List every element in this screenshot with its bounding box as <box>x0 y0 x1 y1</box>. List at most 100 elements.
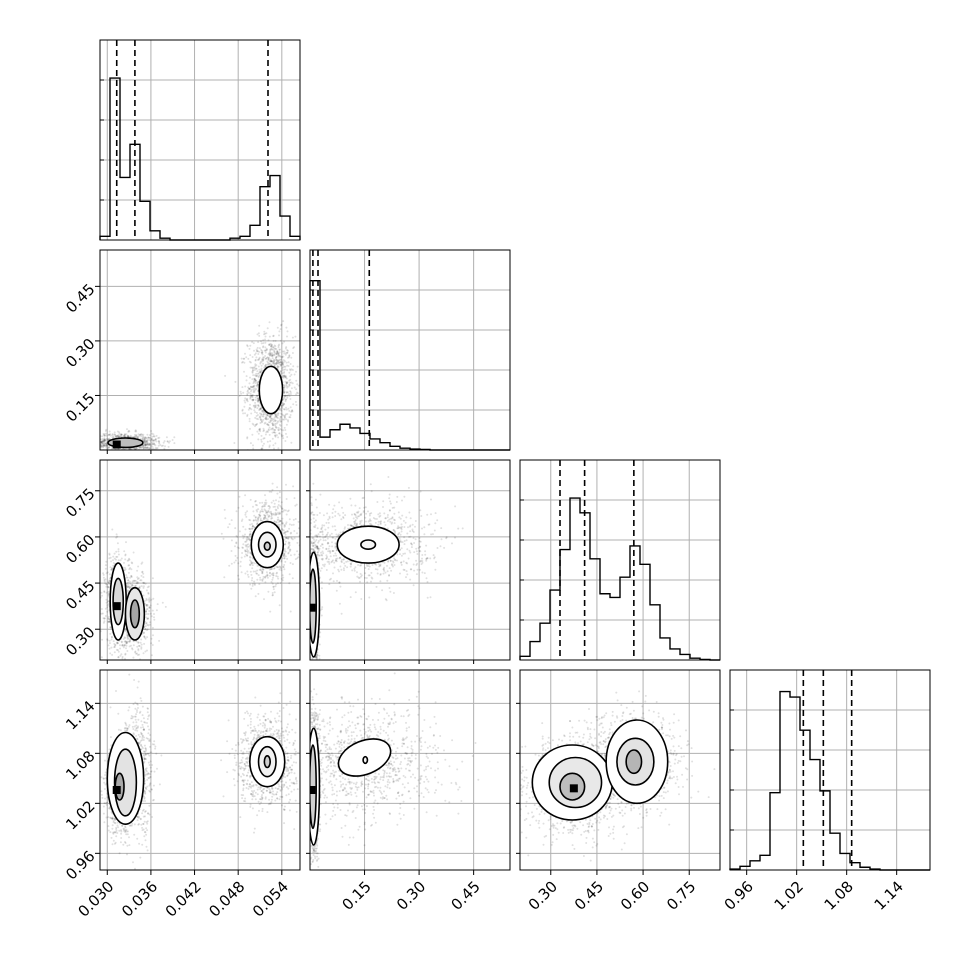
scatter-point <box>254 379 257 382</box>
scatter-point <box>246 394 249 396</box>
scatter-point <box>421 557 423 560</box>
scatter-point <box>257 399 260 402</box>
scatter-point <box>245 545 248 548</box>
scatter-point <box>244 572 247 575</box>
scatter-point <box>146 623 149 626</box>
scatter-point <box>277 518 280 521</box>
scatter-point <box>110 568 113 571</box>
scatter-point <box>144 436 147 439</box>
scatter-point <box>241 409 244 412</box>
scatter-point <box>126 576 129 579</box>
scatter-point <box>146 443 149 446</box>
scatter-point <box>269 353 272 356</box>
scatter-point <box>291 520 293 522</box>
scatter-point <box>257 518 260 521</box>
scatter-point <box>276 486 279 489</box>
scatter-point <box>260 364 263 367</box>
scatter-point <box>288 298 291 300</box>
scatter-point <box>119 647 122 650</box>
scatter-point <box>101 444 104 447</box>
scatter-point <box>271 355 274 358</box>
scatter-point <box>283 350 286 353</box>
scatter-point <box>120 653 123 656</box>
scatter-point <box>237 574 240 577</box>
scatter-point <box>110 646 113 649</box>
scatter-point <box>145 604 148 606</box>
scatter-point <box>254 500 257 502</box>
scatter-point <box>135 453 137 455</box>
scatter-point <box>281 418 284 421</box>
scatter-point <box>295 393 298 396</box>
scatter-point <box>249 397 252 400</box>
scatter-point <box>253 353 256 356</box>
scatter-point <box>107 592 110 595</box>
scatter-point <box>306 534 308 536</box>
scatter-point <box>252 369 254 372</box>
scatter-point <box>274 345 277 348</box>
scatter-point <box>251 525 254 528</box>
scatter-point <box>266 430 269 433</box>
scatter-point <box>257 516 260 519</box>
scatter-point <box>261 578 264 581</box>
scatter-point <box>267 361 270 364</box>
scatter-point <box>294 504 297 507</box>
scatter-point <box>393 530 396 532</box>
scatter-point <box>254 516 257 519</box>
scatter-point <box>250 579 253 582</box>
scatter-point <box>281 522 284 525</box>
scatter-point <box>303 392 305 394</box>
scatter-point <box>283 426 286 429</box>
scatter-point <box>258 409 261 411</box>
scatter-point <box>338 581 341 584</box>
scatter-point <box>120 433 123 436</box>
scatter-point <box>121 657 124 660</box>
scatter-point <box>260 447 263 450</box>
scatter-point <box>292 365 295 368</box>
scatter-point <box>272 572 275 575</box>
scatter-point <box>141 436 144 439</box>
scatter-point <box>260 351 263 354</box>
scatter-point <box>396 527 399 530</box>
scatter-point <box>405 561 408 564</box>
scatter-point <box>257 365 260 368</box>
scatter-point <box>103 444 106 447</box>
scatter-point <box>106 604 109 607</box>
scatter-point <box>256 384 259 387</box>
scatter-point <box>122 646 125 649</box>
scatter-point <box>135 652 138 655</box>
scatter-point <box>356 517 359 520</box>
scatter-point <box>305 529 307 531</box>
scatter-point <box>249 442 252 445</box>
scatter-point <box>445 537 448 540</box>
scatter-point <box>111 567 114 570</box>
scatter-point <box>105 598 108 601</box>
scatter-point <box>242 525 245 528</box>
scatter-point <box>242 546 244 549</box>
scatter-point <box>96 444 98 446</box>
scatter-point <box>278 432 281 435</box>
scatter-point <box>282 372 285 375</box>
scatter-point <box>139 433 142 436</box>
scatter-point <box>261 447 264 450</box>
scatter-point <box>116 452 118 454</box>
scatter-point <box>128 558 131 561</box>
scatter-point <box>283 403 286 406</box>
scatter-point <box>253 384 256 387</box>
scatter-point <box>234 380 237 383</box>
scatter-point <box>263 333 265 336</box>
scatter-point <box>291 410 294 413</box>
scatter-point <box>125 641 128 644</box>
scatter-point <box>115 536 118 539</box>
scatter-point <box>261 444 264 447</box>
scatter-point <box>287 547 290 550</box>
scatter-point <box>284 543 287 546</box>
scatter-point <box>288 379 291 382</box>
scatter-point <box>268 511 271 514</box>
scatter-point <box>291 409 293 412</box>
scatter-point <box>113 646 116 649</box>
scatter-point <box>273 567 275 570</box>
scatter-point <box>275 426 278 429</box>
scatter-point <box>278 604 281 607</box>
scatter-point <box>433 556 436 559</box>
scatter-point <box>281 362 284 365</box>
